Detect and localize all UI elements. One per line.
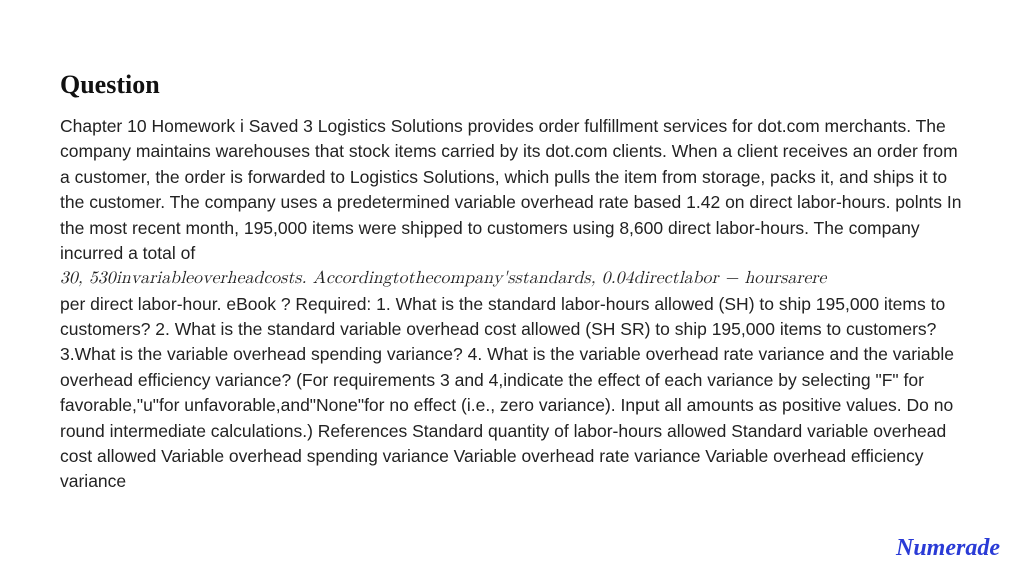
- body-math-line: 30, 530invariableoverheadcosts. Accordin…: [60, 266, 964, 291]
- question-heading: Question: [60, 70, 964, 100]
- question-body: Chapter 10 Homework i Saved 3 Logistics …: [60, 114, 964, 495]
- body-paragraph-1: Chapter 10 Homework i Saved 3 Logistics …: [60, 116, 961, 263]
- page-container: Question Chapter 10 Homework i Saved 3 L…: [0, 0, 1024, 576]
- body-paragraph-2: per direct labor-hour. eBook ? Required:…: [60, 294, 954, 492]
- brand-text: Numerade: [896, 535, 1000, 561]
- brand-logo: Numerade: [896, 535, 1000, 562]
